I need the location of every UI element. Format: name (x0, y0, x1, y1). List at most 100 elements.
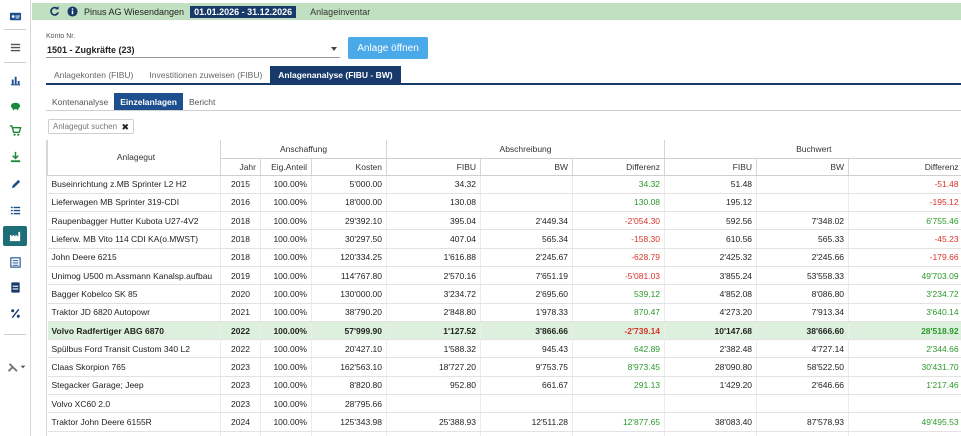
open-asset-button[interactable]: Anlage öffnen (348, 37, 428, 59)
menu-icon[interactable] (3, 37, 27, 57)
column-header-share[interactable]: Eig.Anteil (260, 158, 312, 176)
cell-dep-fibu: 34.32 (386, 175, 481, 194)
cell-share: 100.00% (260, 394, 312, 414)
cell-year: 2016 (220, 193, 261, 213)
cell-year: 2023 (220, 376, 261, 396)
table-row[interactable]: Lieferw. MB Vito 114 CDI KA(o.MWST) 2018 1… (47, 229, 961, 249)
cell-share: 100.00% (260, 266, 312, 286)
cell-dep-fibu: 3'234.72 (386, 284, 481, 304)
cell-year: 2024 (220, 431, 261, 436)
cell-cost: 29'392.10 (310, 211, 387, 231)
cell-asset-name: Traktor John Deere 6155R (47, 412, 221, 432)
table-row[interactable]: Stegacker Garage; Jeep 2023 100.00% 8'820.8… (47, 376, 961, 396)
cell-dep-fibu: 2'848.80 (386, 303, 481, 322)
factory-icon[interactable] (3, 226, 27, 246)
column-header-bv-bw[interactable]: BW (756, 158, 849, 176)
bar-chart-icon[interactable] (3, 70, 27, 90)
table-row[interactable]: Raupenbagger Hutter Kubota U27-4V2 2018 10… (47, 211, 961, 231)
cell-cost: 125'343.98 (310, 412, 387, 432)
cell-bv-diff: 6'755.46 (848, 211, 961, 231)
account-select[interactable]: 1501 - Zugkräfte (23) (46, 42, 340, 58)
table-row[interactable]: Lieferwagen MB Sprinter 319-CDI 2016 100.0… (47, 193, 961, 213)
column-header-bv-fibu[interactable]: FIBU (664, 158, 757, 176)
cell-year: 2023 (220, 394, 261, 414)
column-header-asset[interactable]: Anlagegut (47, 140, 221, 176)
table-row[interactable]: Unimog U500 m.Assmann Kanalsp.aufbau 2019… (47, 266, 961, 286)
list-icon[interactable] (3, 200, 27, 220)
clear-icon[interactable]: ✖ (121, 122, 129, 132)
cell-dep-fibu: 1'616.88 (386, 248, 481, 267)
refresh-icon[interactable] (48, 6, 60, 18)
cell-dep-diff: -2'054.30 (572, 211, 665, 231)
cell-cost: 114'767.80 (310, 266, 387, 286)
cell-bv-bw: 38'666.60 (756, 321, 849, 341)
cell-dep-bw: 12'511.28 (480, 412, 573, 432)
id-card-icon[interactable] (3, 6, 27, 26)
cell-year: 2021 (220, 303, 261, 322)
context-header: Pinus AG Wiesendangen 01.01.2026 - 31.12… (32, 3, 961, 20)
cell-share: 100.00% (260, 321, 312, 341)
tab-asset-accounts[interactable]: Anlagekonten (FIBU) (54, 69, 134, 80)
cell-share: 100.00% (260, 229, 312, 249)
cell-bv-diff (848, 394, 961, 414)
cell-dep-bw (480, 394, 573, 414)
fiscal-period[interactable]: 01.01.2026 - 31.12.2026 (190, 5, 297, 18)
ledger-icon[interactable] (3, 252, 27, 272)
cell-share: 100.00% (260, 357, 312, 377)
tab-single-assets[interactable]: Einzelanlagen (114, 93, 183, 110)
pencil-icon[interactable] (3, 174, 27, 194)
column-header-dep-diff[interactable]: Differenz (572, 158, 665, 176)
table-row[interactable]: Traktor JD 6820 Autopowr 2021 100.00% 38'79… (47, 303, 961, 322)
cell-asset-name: Claas Skorpion 765 (47, 357, 221, 377)
invoice-icon[interactable] (3, 277, 27, 297)
table-row[interactable]: Traktor John Deere 6155R 2024 100.00% 125'3… (47, 412, 961, 432)
column-header-year[interactable]: Jahr (220, 158, 261, 176)
column-header-cost[interactable]: Kosten (310, 158, 387, 176)
table-row[interactable]: Claas Skorpion 765 2023 100.00% 162'563.10 1… (47, 357, 961, 377)
cell-year: 2024 (220, 412, 261, 432)
tab-report[interactable]: Bericht (188, 96, 216, 107)
cell-dep-diff: -628.79 (572, 248, 665, 267)
cell-bv-bw: 7'348.02 (756, 211, 849, 231)
column-header-dep-bw[interactable]: BW (480, 158, 573, 176)
cart-icon[interactable] (3, 120, 27, 140)
search-placeholder: Anlagegut suchen (53, 122, 118, 131)
cell-cost: 8'820.80 (310, 376, 387, 396)
table-row[interactable]: Volvo XC60 2.0 2023 100.00% 28'795.66 (47, 394, 961, 414)
column-header-bv-diff[interactable]: Differenz (848, 158, 961, 176)
table-row[interactable]: Bagger Kobelco SK 85 2020 100.00% 130'000.0… (47, 284, 961, 304)
info-icon[interactable] (66, 6, 78, 18)
tools-icon[interactable] (3, 357, 29, 377)
cell-asset-name: Stegacker Garage; Jeep (47, 376, 221, 396)
cell-dep-diff: -2'739.14 (572, 321, 665, 341)
tab-account-analysis[interactable]: Kontenanalyse (52, 96, 109, 107)
tab-assign-investments[interactable]: Investitionen zuweisen (FIBU) (149, 69, 263, 80)
cell-dep-bw: 2'449.34 (480, 211, 573, 231)
table-row[interactable]: Volvo Radfertiger ABG 6870 2022 100.00% 57'… (47, 321, 961, 341)
cell-bv-fibu: 195.12 (664, 193, 757, 213)
cell-dep-fibu: 18'727.20 (386, 357, 481, 377)
cell-bv-bw: 53'558.33 (756, 266, 849, 286)
asset-search-input[interactable]: Anlagegut suchen ✖ (48, 119, 134, 134)
cell-dep-fibu: 1'127.52 (386, 321, 481, 341)
tab-asset-analysis[interactable]: Anlagenanalyse (FIBU - BW) (270, 66, 401, 83)
cell-asset-name: Spülbus Ford Transit Custom 340 L2 (47, 339, 221, 359)
cell-bv-fibu: 592.56 (664, 211, 757, 231)
piggy-bank-icon[interactable] (3, 95, 27, 115)
download-icon[interactable] (3, 147, 27, 167)
cell-bv-diff: 49'972.32 (848, 431, 961, 436)
cell-bv-bw: 2'245.66 (756, 248, 849, 267)
cell-share: 100.00% (260, 248, 312, 267)
cell-share: 100.00% (260, 303, 312, 322)
cell-year: 2018 (220, 229, 261, 249)
percent-icon[interactable] (3, 303, 27, 323)
table-row[interactable]: John Deere 6215 2018 100.00% 120'334.25 1'61… (47, 248, 961, 267)
cell-bv-fibu: 4'273.20 (664, 303, 757, 322)
left-rail (0, 0, 31, 436)
table-row[interactable]: Planiergrader GN27002024100.00%112'550.4… (47, 431, 961, 436)
column-header-dep-fibu[interactable]: FIBU (386, 158, 481, 176)
table-row[interactable]: Spülbus Ford Transit Custom 340 L2 2022 10… (47, 339, 961, 359)
table-row[interactable]: Buseinrichtung z.MB Sprinter L2 H2 2015 10… (47, 175, 961, 194)
cell-dep-diff: 34.32 (572, 175, 665, 194)
cell-asset-name: Buseinrichtung z.MB Sprinter L2 H2 (47, 175, 221, 194)
